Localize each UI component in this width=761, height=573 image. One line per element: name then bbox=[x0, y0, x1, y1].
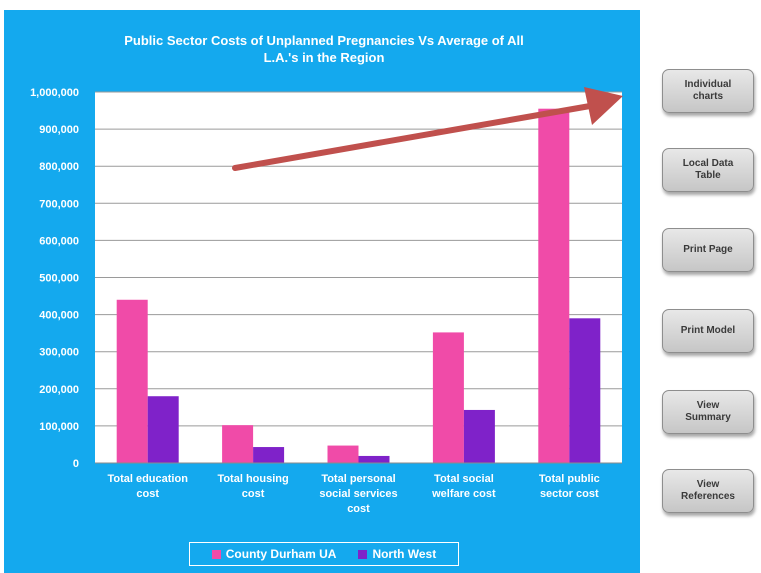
print-model-label: Print Model bbox=[680, 325, 736, 336]
legend-item-north-west: North West bbox=[358, 547, 436, 561]
annotation-arrow-head bbox=[584, 87, 623, 125]
x-tick-label-line: Total housing bbox=[217, 473, 288, 485]
x-tick-label-line: Total personal bbox=[321, 473, 395, 485]
local-data-table-label: Local Data Table bbox=[682, 158, 734, 181]
chart-legend: County Durham UA North West bbox=[189, 542, 459, 566]
view-references-button[interactable]: View References bbox=[662, 469, 754, 513]
print-page-label: Print Page bbox=[683, 244, 733, 255]
x-tick-label: Total housing cost bbox=[217, 473, 288, 500]
bar-county-durham-3 bbox=[432, 332, 464, 463]
view-summary-label: View Summary bbox=[685, 400, 731, 423]
y-tick-label: 100,000 bbox=[39, 421, 79, 433]
bar-county-durham-4 bbox=[538, 108, 570, 463]
x-tick-label-line: Total social bbox=[434, 473, 494, 485]
bar-north-west-2 bbox=[358, 455, 390, 463]
y-tick-label: 1,000,000 bbox=[30, 87, 79, 99]
x-tick-label-line: sector cost bbox=[540, 488, 599, 500]
x-tick-label-line: cost bbox=[242, 488, 265, 500]
legend-item-county-durham: County Durham UA bbox=[211, 547, 337, 561]
legend-swatch-north-west bbox=[358, 549, 368, 559]
chart-title-line-1: Public Sector Costs of Unplanned Pregnan… bbox=[124, 33, 524, 48]
x-tick-label-line: cost bbox=[347, 503, 370, 515]
view-references-label: View References bbox=[681, 479, 735, 502]
y-tick-label: 600,000 bbox=[39, 235, 79, 247]
x-tick-label-line: social services bbox=[319, 488, 397, 500]
chart-title: Public Sector Costs of Unplanned Pregnan… bbox=[74, 32, 574, 66]
x-tick-label-line: Total education bbox=[107, 473, 188, 485]
x-tick-label: Total personal social services cost bbox=[319, 473, 397, 515]
y-tick-label: 300,000 bbox=[39, 347, 79, 359]
bar-north-west-3 bbox=[463, 409, 495, 463]
local-data-table-button[interactable]: Local Data Table bbox=[662, 148, 754, 192]
bar-north-west-4 bbox=[569, 318, 601, 463]
bar-county-durham-2 bbox=[327, 445, 359, 463]
print-model-button[interactable]: Print Model bbox=[662, 309, 754, 353]
bar-county-durham-1 bbox=[222, 425, 254, 463]
y-tick-label: 900,000 bbox=[39, 124, 79, 136]
print-page-button[interactable]: Print Page bbox=[662, 228, 754, 272]
y-tick-label: 400,000 bbox=[39, 310, 79, 322]
view-summary-button[interactable]: View Summary bbox=[662, 390, 754, 434]
x-tick-label: Total social welfare cost bbox=[431, 473, 496, 500]
chart-title-line-2: L.A.'s in the Region bbox=[263, 50, 385, 65]
x-tick-label: Total public sector cost bbox=[539, 473, 600, 500]
annotation-arrow-shaft bbox=[232, 103, 593, 171]
individual-charts-label: Individual charts bbox=[684, 79, 732, 102]
x-tick-label-line: welfare cost bbox=[431, 488, 496, 500]
bar-chart: 0 100,000 200,000 300,000 400,000 500,000 600,… bbox=[30, 87, 623, 515]
bar-north-west-1 bbox=[253, 447, 285, 463]
x-tick-label-line: Total public bbox=[539, 473, 600, 485]
x-tick-label: Total education cost bbox=[107, 473, 188, 500]
chart-panel: 0 100,000 200,000 300,000 400,000 500,000 600,… bbox=[4, 10, 640, 573]
x-tick-label-line: cost bbox=[136, 488, 159, 500]
y-tick-label: 0 bbox=[73, 458, 79, 470]
legend-label-north-west: North West bbox=[372, 547, 437, 561]
y-tick-label: 200,000 bbox=[39, 384, 79, 396]
legend-swatch-county-durham bbox=[211, 549, 221, 559]
y-tick-label: 500,000 bbox=[39, 273, 79, 285]
side-button-panel: Individual charts Local Data Table Print… bbox=[662, 0, 761, 573]
bar-county-durham-0 bbox=[116, 299, 148, 463]
individual-charts-button[interactable]: Individual charts bbox=[662, 69, 754, 113]
legend-label-county-durham: County Durham UA bbox=[225, 547, 337, 561]
bar-north-west-0 bbox=[147, 396, 179, 463]
y-tick-label: 700,000 bbox=[39, 198, 79, 210]
y-tick-label: 800,000 bbox=[39, 161, 79, 173]
